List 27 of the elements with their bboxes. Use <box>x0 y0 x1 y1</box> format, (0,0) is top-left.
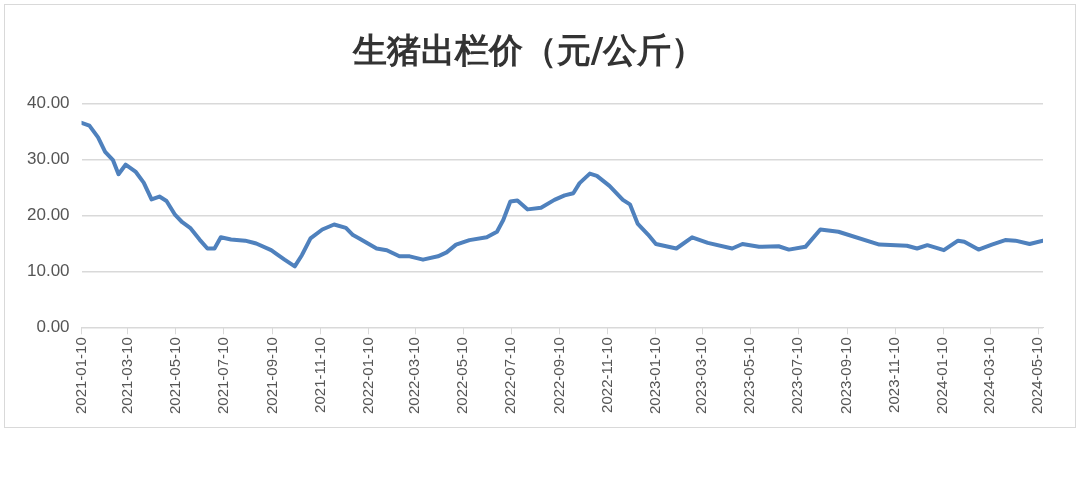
x-tick-label: 2022-05-10 <box>453 337 471 415</box>
x-tick-label: 2023-09-10 <box>837 337 855 415</box>
x-tick-label: 2022-03-10 <box>405 337 423 415</box>
x-tick-label: 2024-01-10 <box>933 337 951 415</box>
x-tick-label: 2022-11-10 <box>598 337 616 413</box>
chart-title: 生猪出栏价（元/公斤） <box>351 30 706 71</box>
x-tick-label: 2021-05-10 <box>166 337 184 415</box>
x-tick-label: 2022-01-10 <box>358 337 376 415</box>
y-tick-label: 20.00 <box>26 205 70 225</box>
x-tick-label: 2022-09-10 <box>550 337 568 415</box>
y-tick-label: 10.00 <box>26 261 70 281</box>
x-tick-label: 2023-05-10 <box>740 337 758 415</box>
x-tick-label: 2024-03-10 <box>980 337 998 415</box>
x-tick-label: 2021-03-10 <box>118 337 136 415</box>
y-tick-label: 40.00 <box>26 93 70 113</box>
y-tick-label: 0.00 <box>36 316 70 336</box>
x-tick-label: 2024-05-10 <box>1028 337 1046 415</box>
x-tick-label: 2021-07-10 <box>214 337 232 415</box>
x-tick-label: 2022-07-10 <box>501 337 519 415</box>
x-tick-label: 2023-01-10 <box>646 337 664 415</box>
y-tick-label: 30.00 <box>26 149 70 169</box>
x-tick-label: 2021-09-10 <box>262 337 280 415</box>
x-tick-label: 2023-03-10 <box>692 337 710 415</box>
x-tick-label: 2021-01-10 <box>71 337 89 415</box>
x-tick-label: 2023-07-10 <box>788 337 806 415</box>
x-tick-label: 2021-11-10 <box>310 337 328 413</box>
x-tick-label: 2023-11-10 <box>885 337 903 413</box>
